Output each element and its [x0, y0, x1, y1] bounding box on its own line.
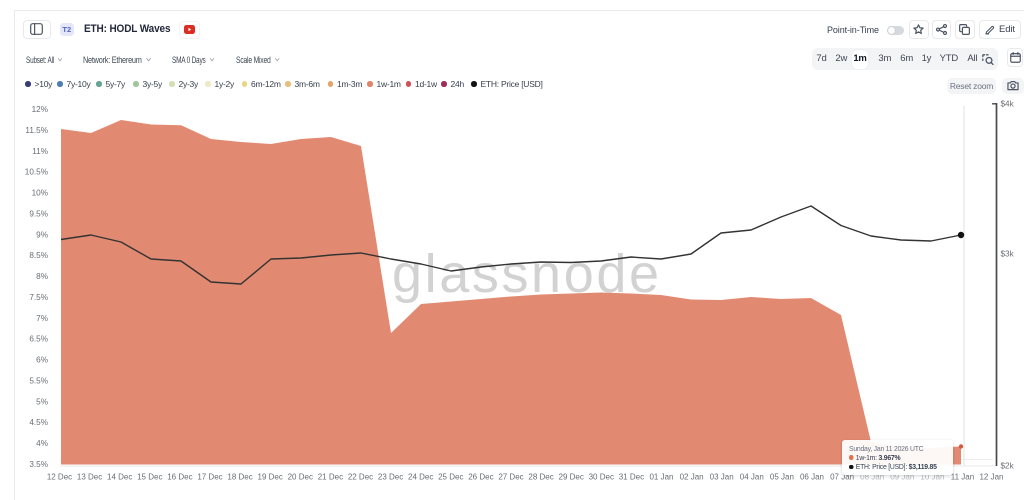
svg-text:06 Jan: 06 Jan [800, 473, 824, 482]
svg-text:8%: 8% [36, 272, 48, 281]
svg-text:$3k: $3k [1001, 250, 1015, 259]
svg-text:10%: 10% [32, 189, 48, 198]
svg-text:29 Dec: 29 Dec [559, 473, 584, 482]
svg-text:11%: 11% [32, 147, 48, 156]
svg-text:04 Jan: 04 Jan [740, 473, 764, 482]
svg-text:28 Dec: 28 Dec [528, 473, 553, 482]
svg-text:09 Jan: 09 Jan [890, 473, 914, 482]
svg-text:11 Jan: 11 Jan [951, 473, 974, 482]
svg-text:6%: 6% [36, 356, 48, 365]
svg-text:22 Dec: 22 Dec [348, 473, 373, 482]
svg-text:02 Jan: 02 Jan [680, 473, 704, 482]
svg-text:10 Jan: 10 Jan [920, 473, 944, 482]
svg-text:05 Jan: 05 Jan [770, 473, 794, 482]
svg-text:03 Jan: 03 Jan [710, 473, 734, 482]
svg-text:21 Dec: 21 Dec [318, 473, 343, 482]
svg-text:3.5%: 3.5% [29, 460, 48, 469]
svg-text:31 Dec: 31 Dec [619, 473, 644, 482]
svg-text:15 Dec: 15 Dec [137, 473, 162, 482]
svg-text:10.5%: 10.5% [25, 168, 48, 177]
svg-text:16 Dec: 16 Dec [167, 473, 192, 482]
svg-text:24 Dec: 24 Dec [408, 473, 433, 482]
svg-text:30 Dec: 30 Dec [589, 473, 614, 482]
svg-text:4%: 4% [36, 439, 48, 448]
svg-text:8.5%: 8.5% [29, 251, 48, 260]
svg-text:4.5%: 4.5% [29, 418, 48, 427]
svg-text:27 Dec: 27 Dec [498, 473, 523, 482]
svg-text:25 Dec: 25 Dec [438, 473, 463, 482]
svg-text:6.5%: 6.5% [29, 335, 48, 344]
svg-text:$4k: $4k [1001, 100, 1015, 109]
svg-text:11.5%: 11.5% [25, 126, 48, 135]
svg-text:17 Dec: 17 Dec [197, 473, 222, 482]
svg-text:18 Dec: 18 Dec [227, 473, 252, 482]
svg-text:7%: 7% [36, 314, 48, 323]
svg-text:12 Dec: 12 Dec [47, 473, 72, 482]
svg-text:14 Dec: 14 Dec [107, 473, 132, 482]
svg-text:5%: 5% [36, 397, 48, 406]
svg-text:20 Dec: 20 Dec [288, 473, 313, 482]
svg-text:12 Jan: 12 Jan [979, 473, 1003, 482]
svg-text:26 Dec: 26 Dec [468, 473, 493, 482]
svg-text:9%: 9% [36, 230, 48, 239]
svg-text:12%: 12% [32, 105, 48, 114]
svg-text:9.5%: 9.5% [29, 209, 48, 218]
svg-text:5.5%: 5.5% [29, 376, 48, 385]
svg-text:07 Jan: 07 Jan [830, 473, 854, 482]
svg-text:23 Dec: 23 Dec [378, 473, 403, 482]
svg-text:$2k: $2k [1001, 462, 1015, 471]
svg-text:7.5%: 7.5% [29, 293, 48, 302]
svg-text:19 Dec: 19 Dec [258, 473, 283, 482]
svg-text:01 Jan: 01 Jan [649, 473, 673, 482]
svg-text:13 Dec: 13 Dec [77, 473, 102, 482]
svg-text:08 Jan: 08 Jan [860, 473, 884, 482]
